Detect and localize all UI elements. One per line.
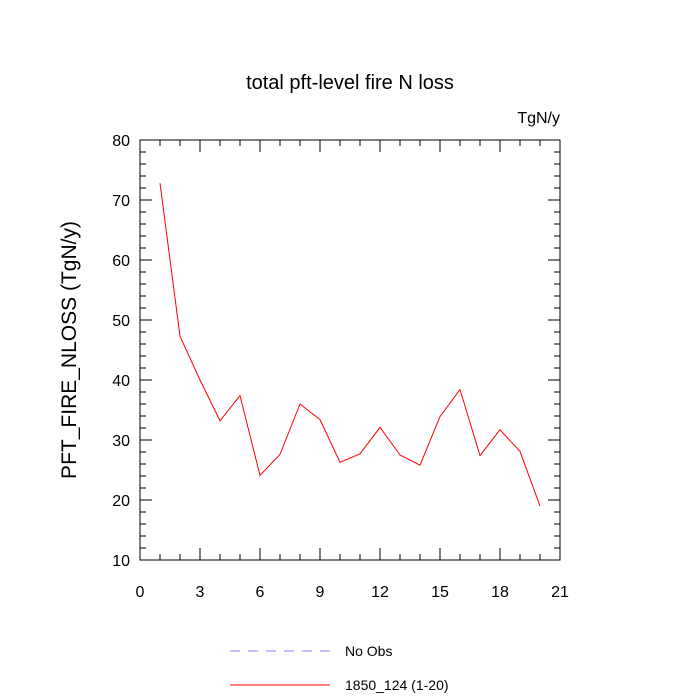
data-point [299, 403, 301, 405]
y-tick-label: 20 [112, 493, 130, 510]
y-tick-label: 50 [112, 313, 130, 330]
data-point [339, 461, 341, 463]
data-point [319, 418, 321, 420]
y-tick-label: 10 [112, 553, 130, 570]
x-tick-labels: 0 3 6 9 12 15 18 21 [136, 584, 569, 601]
data-point [459, 388, 461, 390]
data-point [379, 426, 381, 428]
data-point [159, 182, 161, 184]
data-point [279, 453, 281, 455]
legend-label-0: No Obs [345, 643, 392, 659]
x-tick-label: 3 [196, 584, 205, 601]
data-point [539, 505, 541, 507]
data-point [479, 454, 481, 456]
data-point [179, 335, 181, 337]
series-line-0 [159, 183, 541, 507]
data-point [399, 454, 401, 456]
plot-frame [139, 139, 561, 561]
major-ticks [139, 139, 561, 561]
data-point [259, 474, 261, 476]
x-tick-label: 6 [256, 584, 265, 601]
units-label: TgN/y [517, 110, 560, 127]
data-point [499, 429, 501, 431]
chart-title: total pft-level fire N loss [246, 72, 454, 94]
x-tick-label: 0 [136, 584, 145, 601]
data-point [239, 394, 241, 396]
x-tick-label: 18 [491, 584, 509, 601]
y-tick-label: 30 [112, 433, 130, 450]
y-axis-label: PFT_FIRE_NLOSS (TgN/y) [58, 221, 81, 479]
x-tick-label: 12 [371, 584, 389, 601]
data-point [519, 450, 521, 452]
x-tick-label: 21 [551, 584, 569, 601]
y-tick-label: 80 [112, 133, 130, 150]
data-point [219, 420, 221, 422]
y-tick-labels: 10 20 30 40 50 60 70 80 [112, 133, 130, 570]
y-tick-label: 40 [112, 373, 130, 390]
x-tick-label: 15 [431, 584, 449, 601]
data-point [439, 415, 441, 417]
y-tick-label: 70 [112, 193, 130, 210]
series-layer [159, 182, 541, 507]
y-tick-label: 60 [112, 253, 130, 270]
x-tick-label: 9 [316, 584, 325, 601]
minor-ticks [140, 140, 560, 560]
data-point [419, 464, 421, 466]
data-point [199, 379, 201, 381]
legend-label-1: 1850_124 (1-20) [345, 677, 449, 693]
data-point [359, 453, 361, 455]
legend: No Obs 1850_124 (1-20) [230, 643, 449, 693]
